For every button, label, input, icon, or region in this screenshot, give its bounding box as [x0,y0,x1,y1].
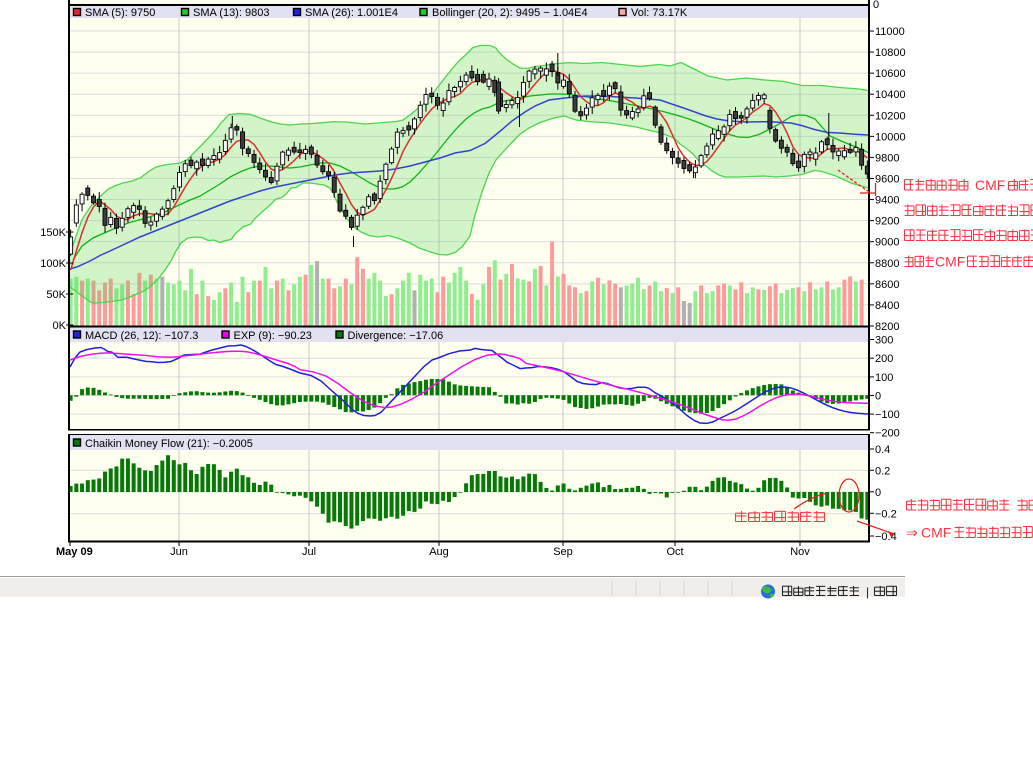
svg-text:8800: 8800 [875,258,899,270]
svg-text:SMA (5): 9750: SMA (5): 9750 [85,7,155,19]
svg-text:10800: 10800 [875,47,906,59]
svg-text:|: | [866,585,869,599]
svg-text:Bollinger (20, 2): 9495 − 1.04: Bollinger (20, 2): 9495 − 1.04E4 [432,7,588,19]
svg-text:0.4: 0.4 [875,444,890,456]
svg-text:CMF: CMF [975,177,1005,193]
svg-text:10600: 10600 [875,68,906,80]
svg-text:MACD (26, 12): −107.3: MACD (26, 12): −107.3 [85,330,198,342]
svg-text:Vol: 73.17K: Vol: 73.17K [631,7,688,19]
svg-text:100K: 100K [40,258,66,270]
svg-text:9200: 9200 [875,216,899,228]
svg-text:May 09: May 09 [56,546,93,558]
svg-text:−0.2: −0.2 [875,508,897,520]
svg-text:Aug: Aug [429,546,449,558]
svg-text:Nov: Nov [790,546,810,558]
svg-text:SMA (13): 9803: SMA (13): 9803 [193,7,269,19]
svg-text:300: 300 [875,335,893,347]
svg-text:−0.4: −0.4 [875,531,897,543]
svg-text:0K: 0K [53,320,67,332]
svg-text:Divergence: −17.06: Divergence: −17.06 [348,330,444,342]
svg-text:Chaikin Money Flow (21): −0.20: Chaikin Money Flow (21): −0.2005 [85,438,253,450]
svg-text:SMA (26): 1.001E4: SMA (26): 1.001E4 [305,7,398,19]
svg-text:8600: 8600 [875,279,899,291]
svg-text:9400: 9400 [875,195,899,207]
svg-text:0: 0 [875,391,881,403]
svg-text:0.2: 0.2 [875,465,890,477]
svg-text:10400: 10400 [875,89,906,101]
svg-text:9800: 9800 [875,152,899,164]
svg-text:11000: 11000 [875,26,905,38]
svg-text:50K: 50K [46,289,66,301]
svg-text:8400: 8400 [875,300,899,312]
svg-text:8200: 8200 [875,321,899,333]
svg-text:Oct: Oct [666,546,683,558]
svg-text:10200: 10200 [875,110,906,122]
svg-text:100: 100 [875,372,893,384]
svg-text:Jun: Jun [170,546,188,558]
svg-text:Jul: Jul [302,546,316,558]
svg-text:−100: −100 [875,409,900,421]
svg-text:EXP (9): −90.23: EXP (9): −90.23 [234,330,312,342]
svg-text:⇒: ⇒ [906,525,918,541]
svg-text:0: 0 [873,0,879,11]
svg-text:0: 0 [875,487,881,499]
svg-text:200: 200 [875,353,893,365]
svg-text:CMF: CMF [935,254,965,270]
svg-text:CMF: CMF [921,525,951,541]
svg-text:150K: 150K [40,227,66,239]
svg-text:9000: 9000 [875,237,899,249]
svg-text:10000: 10000 [875,131,906,143]
svg-text:Sep: Sep [553,546,573,558]
svg-text:9600: 9600 [875,173,899,185]
svg-text:−200: −200 [875,428,900,440]
